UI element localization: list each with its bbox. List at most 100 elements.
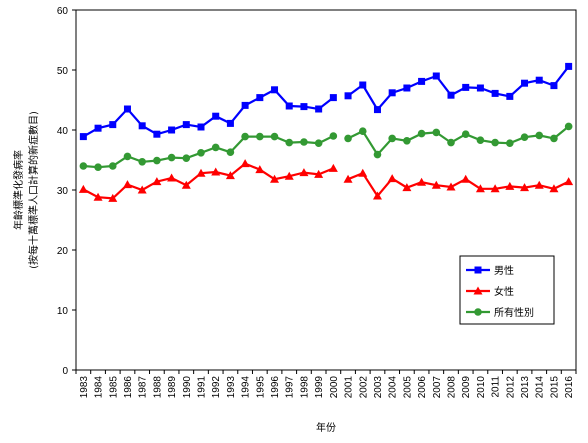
x-tick-label: 1995 — [255, 376, 266, 399]
data-point — [550, 134, 558, 143]
x-tick-label: 2008 — [447, 376, 458, 399]
x-tick-label: 2007 — [432, 376, 443, 399]
x-tick-label: 1991 — [197, 376, 208, 399]
data-point — [108, 162, 117, 170]
data-point — [373, 106, 381, 114]
x-tick-label: 1986 — [123, 376, 134, 399]
y-axis-title-line-1: 年齡標準化發病率 — [12, 150, 25, 230]
data-point — [79, 133, 87, 141]
data-point — [446, 182, 456, 191]
data-point — [138, 122, 146, 130]
data-point — [506, 92, 514, 100]
x-tick-label: 1983 — [79, 376, 90, 399]
data-point — [328, 163, 338, 172]
series-3 — [79, 122, 573, 171]
data-point — [226, 119, 234, 127]
data-point — [138, 158, 146, 166]
data-point — [285, 138, 294, 147]
x-tick-label: 1992 — [211, 376, 222, 399]
data-point — [403, 84, 411, 92]
data-point — [256, 132, 264, 141]
data-point — [447, 91, 455, 99]
data-point — [94, 124, 102, 132]
data-point — [388, 89, 396, 97]
data-point — [417, 177, 427, 186]
data-point — [418, 77, 426, 85]
data-point — [79, 162, 88, 170]
y-axis-ticks: 0 10 20 30 40 50 60 — [57, 6, 76, 377]
x-tick-label: 1997 — [285, 376, 296, 399]
x-tick-label: 1988 — [152, 376, 163, 399]
data-point — [300, 103, 308, 111]
series-2 — [78, 159, 574, 202]
data-point — [299, 168, 309, 177]
legend-label: 女性 — [494, 285, 514, 298]
data-point — [490, 184, 500, 193]
data-point — [167, 153, 176, 162]
x-tick-label: 2012 — [505, 376, 516, 399]
y-tick-label: 50 — [57, 66, 69, 77]
y-tick-label: 0 — [62, 366, 68, 377]
data-point — [373, 150, 382, 159]
legend-label: 男性 — [494, 264, 514, 277]
data-point — [521, 79, 529, 87]
data-point — [109, 121, 117, 129]
data-point — [461, 130, 470, 138]
y-tick-label: 20 — [57, 246, 69, 257]
x-tick-label: 1994 — [241, 376, 252, 399]
y-tick-label: 10 — [57, 306, 69, 317]
data-point — [506, 139, 514, 147]
data-point — [461, 174, 471, 183]
x-tick-label: 2003 — [373, 376, 384, 399]
x-tick-label: 2005 — [402, 376, 413, 399]
data-point — [212, 112, 220, 120]
data-point — [491, 89, 499, 97]
data-point — [520, 183, 530, 192]
data-point — [447, 138, 455, 147]
x-tick-label: 1990 — [182, 376, 193, 399]
data-point — [388, 134, 396, 143]
x-tick-label: 1985 — [108, 376, 119, 399]
series-line — [347, 125, 570, 157]
data-point — [153, 130, 161, 138]
data-point — [359, 81, 367, 89]
y-axis-title: 年齡標準化發病率 (按每十萬標準人口計算的新症數目) — [12, 111, 40, 269]
data-point — [78, 184, 88, 193]
x-tick-label: 2016 — [564, 376, 575, 399]
x-tick-label: 1998 — [299, 376, 310, 399]
data-point — [182, 154, 191, 162]
data-point — [196, 168, 206, 177]
data-point — [565, 62, 573, 70]
x-tick-label: 2001 — [344, 376, 355, 399]
data-point — [505, 181, 515, 190]
x-tick-label: 1996 — [270, 376, 281, 399]
data-point — [226, 148, 235, 156]
x-tick-label: 1987 — [138, 376, 149, 399]
data-point — [137, 185, 147, 194]
series-1 — [79, 62, 573, 141]
y-tick-label: 60 — [57, 6, 69, 17]
data-point — [387, 174, 397, 183]
data-point — [225, 171, 235, 180]
data-point — [475, 184, 485, 193]
data-point — [535, 131, 544, 140]
data-point — [431, 180, 441, 189]
x-tick-label: 1989 — [167, 376, 178, 399]
data-point — [549, 184, 559, 193]
data-point — [358, 168, 368, 177]
data-point — [270, 132, 279, 141]
data-point — [122, 180, 132, 189]
data-point — [256, 94, 264, 102]
data-point — [211, 167, 221, 176]
data-point — [491, 138, 499, 147]
data-point — [329, 94, 337, 102]
data-point — [241, 132, 249, 141]
legend-marker — [474, 308, 482, 316]
x-tick-label: 1984 — [94, 376, 105, 399]
data-point — [432, 72, 440, 80]
y-axis-title-line-2: (按每十萬標準人口計算的新症數目) — [27, 111, 40, 269]
data-point — [535, 76, 543, 84]
data-point — [168, 126, 176, 134]
